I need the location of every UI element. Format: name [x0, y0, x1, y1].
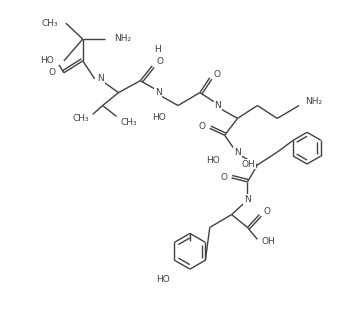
Text: HO: HO — [42, 56, 56, 66]
Text: N: N — [155, 88, 162, 97]
Text: NH₂: NH₂ — [114, 33, 132, 43]
Text: HO: HO — [40, 56, 54, 66]
Text: OH: OH — [242, 160, 255, 168]
Text: N: N — [97, 74, 104, 83]
Text: N: N — [214, 101, 221, 110]
Text: O: O — [156, 57, 163, 67]
Text: N: N — [234, 148, 241, 157]
Text: N: N — [244, 195, 251, 204]
Text: O: O — [199, 122, 206, 131]
Text: HO: HO — [206, 156, 220, 165]
Text: H: H — [154, 45, 161, 55]
Text: CH₃: CH₃ — [41, 19, 58, 28]
Text: O: O — [264, 207, 270, 216]
Text: O: O — [49, 68, 56, 77]
Text: CH₃: CH₃ — [72, 114, 89, 123]
Text: O: O — [221, 173, 228, 182]
Text: CH₃: CH₃ — [121, 118, 137, 127]
Text: HO: HO — [156, 274, 170, 284]
Text: NH₂: NH₂ — [305, 97, 322, 106]
Text: O: O — [214, 70, 221, 79]
Text: OH: OH — [261, 237, 275, 246]
Text: HO: HO — [152, 113, 166, 122]
